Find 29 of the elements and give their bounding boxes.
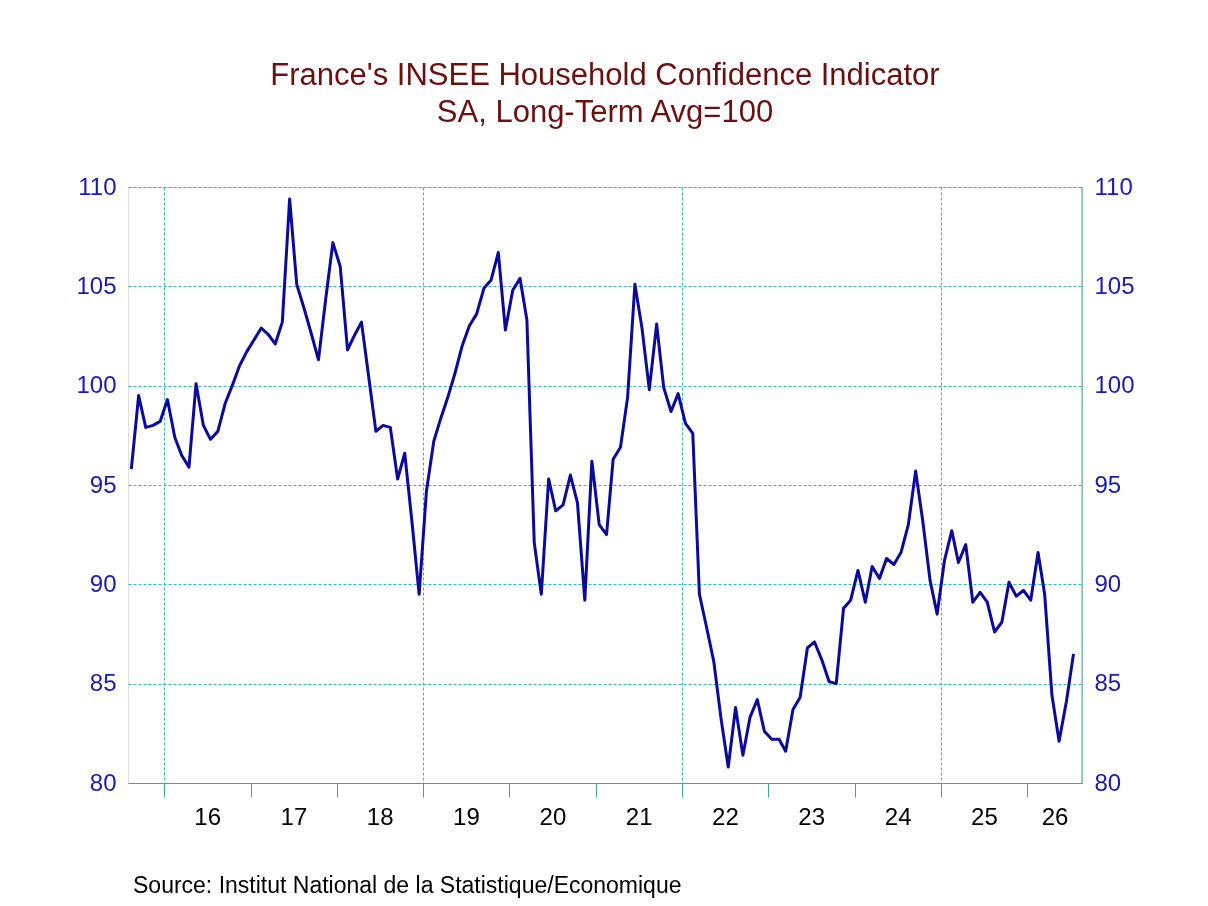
line-series [129, 197, 1075, 769]
chart-subtitle: SA, Long-Term Avg=100 [436, 94, 774, 129]
y2-tick-label: 85 [1094, 669, 1122, 697]
x-tick-label: 25 [971, 802, 998, 830]
x-tick-label: 26 [1041, 802, 1069, 830]
x-tick-label: 21 [625, 802, 653, 830]
y-tick-label: 85 [89, 669, 117, 697]
chart-title: France's INSEE Household Confidence Indicator [270, 57, 940, 92]
y2-tick-label: 90 [1094, 569, 1122, 597]
y2-tick-label: 100 [1094, 371, 1135, 399]
y2-tick-label: 110 [1094, 172, 1133, 200]
source-note: Source: Institut National de la Statistique/Economique [133, 872, 682, 898]
x-tick-label: 22 [712, 802, 739, 830]
y-tick-label: 80 [89, 768, 117, 796]
x-tick-label: 16 [194, 802, 222, 830]
y2-tick-label: 80 [1094, 768, 1122, 796]
y-tick-label: 100 [76, 371, 117, 399]
x-tick-label: 23 [798, 802, 826, 830]
y-tick-label: 90 [89, 569, 117, 597]
y-tick-label: 105 [76, 271, 117, 299]
x-tick-label: 17 [280, 802, 308, 830]
y-tick-label: 110 [78, 172, 117, 200]
x-tick-label: 19 [453, 802, 480, 830]
y2-tick-label: 95 [1094, 470, 1122, 498]
y2-tick-label: 105 [1094, 271, 1135, 299]
x-tick-label: 20 [539, 802, 567, 830]
x-tick-label: 18 [366, 802, 394, 830]
x-tick-label: 24 [884, 802, 912, 830]
y-tick-label: 95 [89, 470, 117, 498]
